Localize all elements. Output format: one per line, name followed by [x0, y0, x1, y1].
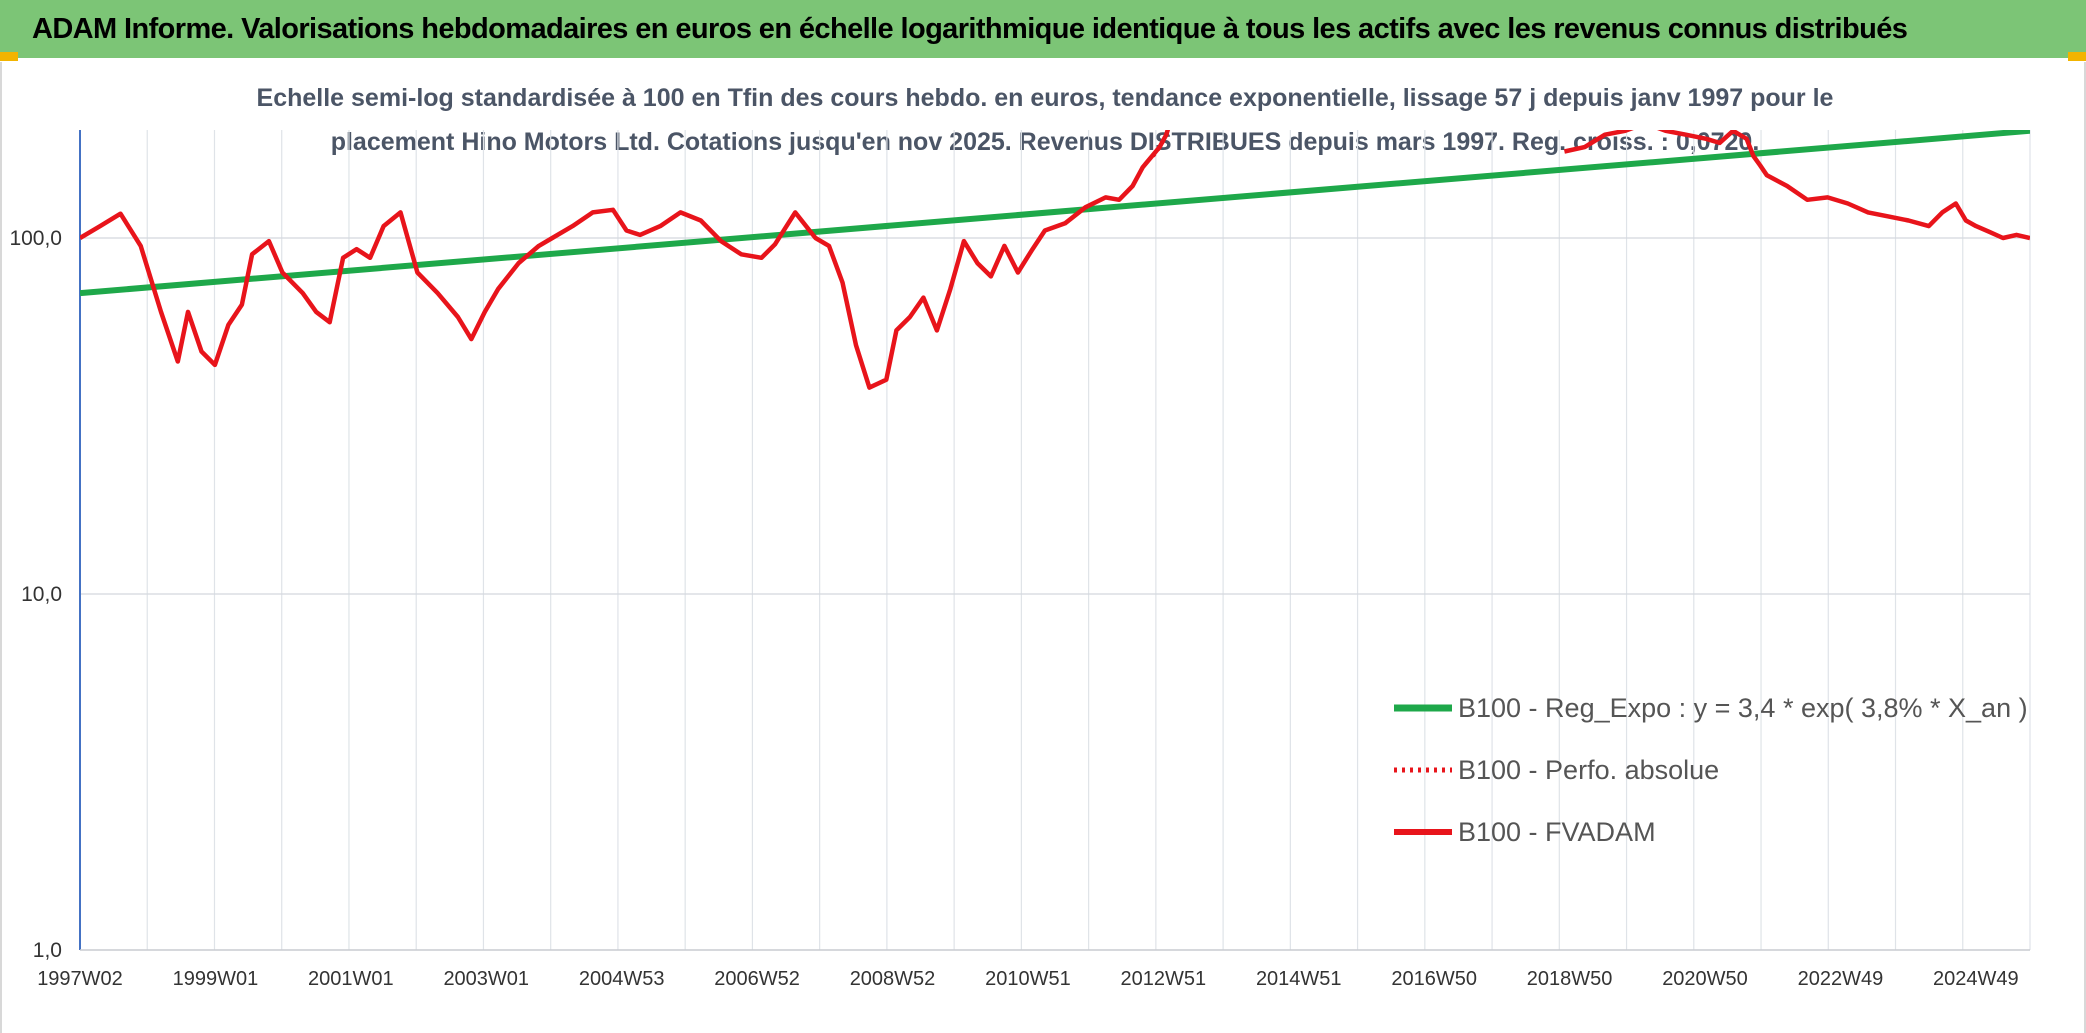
- report-title: ADAM Informe. Valorisations hebdomadaire…: [32, 12, 1908, 45]
- corner-marker-right: [2068, 52, 2086, 61]
- x-tick-label: 2010W51: [985, 968, 1071, 990]
- legend-label: B100 - Reg_Expo : y = 3,4 * exp( 3,8% * …: [1458, 693, 2028, 723]
- legend-label: B100 - FVADAM: [1458, 817, 1656, 847]
- x-tick-label: 2016W50: [1391, 968, 1477, 990]
- x-tick-label: 2003W01: [443, 968, 529, 990]
- legend-label: B100 - Perfo. absolue: [1458, 755, 1719, 785]
- x-tick-label: 2004W53: [579, 968, 665, 990]
- series-line-reg-expo: [80, 130, 2030, 297]
- x-tick-label: 2020W50: [1662, 968, 1748, 990]
- chart-subtitle-line1: Echelle semi-log standardisée à 100 en T…: [257, 84, 1834, 112]
- x-tick-label: 2012W51: [1121, 968, 1207, 990]
- report-header: ADAM Informe. Valorisations hebdomadaire…: [0, 0, 2086, 58]
- series-line-fvadam: [80, 130, 2030, 390]
- chart-area: Echelle semi-log standardisée à 100 en T…: [0, 62, 2086, 1033]
- x-tick-label: 1999W01: [173, 968, 259, 990]
- y-grid: [80, 237, 2030, 595]
- x-tick-label: 2014W51: [1256, 968, 1342, 990]
- y-tick-label: 1,0: [33, 939, 62, 962]
- x-tick-label: 2024W49: [1933, 968, 2019, 990]
- x-tick-label: 2001W01: [308, 968, 394, 990]
- x-tick-label: 2018W50: [1527, 968, 1613, 990]
- x-tick-label: 1997W02: [37, 968, 123, 990]
- chart-subtitle-line2: placement Hino Motors Ltd. Cotations jus…: [331, 128, 1760, 156]
- x-tick-label: 2022W49: [1798, 968, 1884, 990]
- corner-marker-left: [0, 52, 18, 61]
- y-tick-label: 100,0: [9, 227, 62, 250]
- x-tick-label: 2008W52: [850, 968, 936, 990]
- chart-svg: Echelle semi-log standardisée à 100 en T…: [9, 84, 2031, 990]
- series-line-perfo-absolue: [1151, 130, 1171, 158]
- y-tick-label: 10,0: [21, 583, 62, 606]
- x-tick-label: 2006W52: [714, 968, 800, 990]
